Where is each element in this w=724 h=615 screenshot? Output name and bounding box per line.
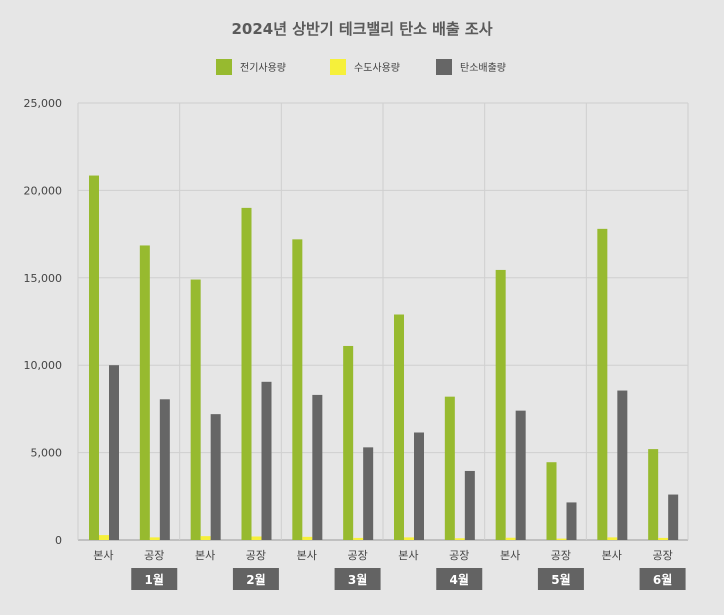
month-badge (639, 568, 686, 590)
chart-title: 2024년 상반기 테크밸리 탄소 배출 조사 (231, 20, 492, 38)
month-label: 4월 (450, 572, 469, 587)
bar-1-1 (89, 175, 99, 541)
category-label: 공장 (347, 549, 367, 562)
bar-1-5 (292, 239, 303, 540)
y-tick-label: 0 (55, 534, 62, 547)
bar-1-6 (343, 345, 354, 540)
category-label: 본사 (297, 549, 317, 562)
bar-2-1 (99, 535, 109, 540)
legend-swatch-3 (436, 59, 452, 75)
bar-1-3 (190, 279, 201, 540)
bar-2-10 (556, 538, 567, 540)
legend-label-1: 전기사용량 (240, 62, 286, 74)
legend-label-2: 수도사용량 (354, 62, 400, 74)
month-badge (537, 568, 584, 590)
legend-swatch-1 (216, 59, 232, 75)
bar-3-9 (515, 410, 526, 540)
y-tick-label: 15,000 (24, 272, 63, 285)
bar-3-3 (210, 414, 221, 540)
bar-2-8 (454, 538, 465, 540)
bar-2-6 (353, 537, 364, 540)
legend-label-3: 탄소배출량 (460, 62, 506, 74)
bar-2-7 (404, 537, 414, 540)
y-tick-label: 25,000 (24, 97, 63, 110)
grid (77, 102, 689, 541)
category-label: 공장 (246, 549, 266, 562)
bar-2-4 (251, 536, 262, 540)
bar-1-8 (444, 396, 455, 540)
bar-2-9 (505, 537, 516, 540)
y-axis: 0 5,000 10,000 15,000 20,000 25,000 (24, 97, 63, 547)
month-badge (232, 568, 279, 590)
bar-1-11 (597, 228, 608, 540)
y-tick-label: 5,000 (31, 447, 63, 460)
bar-3-5 (312, 394, 323, 540)
legend: 전기사용량 수도사용량 탄소배출량 (216, 59, 506, 75)
legend-swatch-2 (330, 59, 346, 75)
bar-2-3 (200, 536, 211, 540)
bar-3-6 (363, 447, 374, 540)
month-label: 5월 (551, 572, 570, 587)
bar-1-7 (394, 314, 404, 540)
bar-3-10 (566, 502, 577, 540)
bar-3-12 (668, 494, 679, 540)
category-label: 본사 (195, 549, 215, 562)
category-label: 공장 (449, 549, 469, 562)
bar-1-9 (495, 269, 506, 540)
bar-3-8 (464, 470, 475, 540)
month-label: 1월 (145, 572, 164, 587)
y-tick-label: 20,000 (24, 184, 63, 197)
bar-2-11 (607, 537, 618, 540)
month-label: 3월 (348, 572, 367, 587)
category-label: 공장 (652, 549, 672, 562)
y-tick-label: 10,000 (24, 359, 63, 372)
bar-3-7 (414, 432, 424, 540)
bar-2-12 (658, 537, 669, 540)
bar-2-2 (149, 537, 160, 540)
bar-1-2 (139, 245, 150, 540)
bar-3-1 (109, 365, 119, 540)
bar-1-4 (241, 207, 252, 540)
month-badge (334, 568, 381, 590)
month-label: 2월 (246, 572, 265, 587)
category-label: 본사 (500, 549, 520, 562)
month-label: 6월 (653, 572, 672, 587)
month-labels: 1월 2월 3월 4월 5월 6월 (131, 568, 686, 590)
month-badge (131, 568, 178, 590)
category-label: 본사 (398, 549, 418, 562)
bar-2-5 (302, 536, 313, 540)
month-badge (436, 568, 483, 590)
category-label: 공장 (144, 549, 164, 562)
category-label: 공장 (551, 549, 571, 562)
x-axis: 본사 공장 본사 공장 본사 공장 본사 공장 본사 공장 본사 공장 (93, 549, 672, 562)
bar-3-4 (261, 381, 272, 540)
bar-1-12 (648, 449, 659, 540)
bar-1-10 (546, 462, 557, 540)
bar-3-11 (617, 390, 628, 540)
category-label: 본사 (602, 549, 622, 562)
bars (89, 175, 679, 541)
bar-3-2 (159, 399, 170, 540)
category-label: 본사 (93, 549, 113, 562)
